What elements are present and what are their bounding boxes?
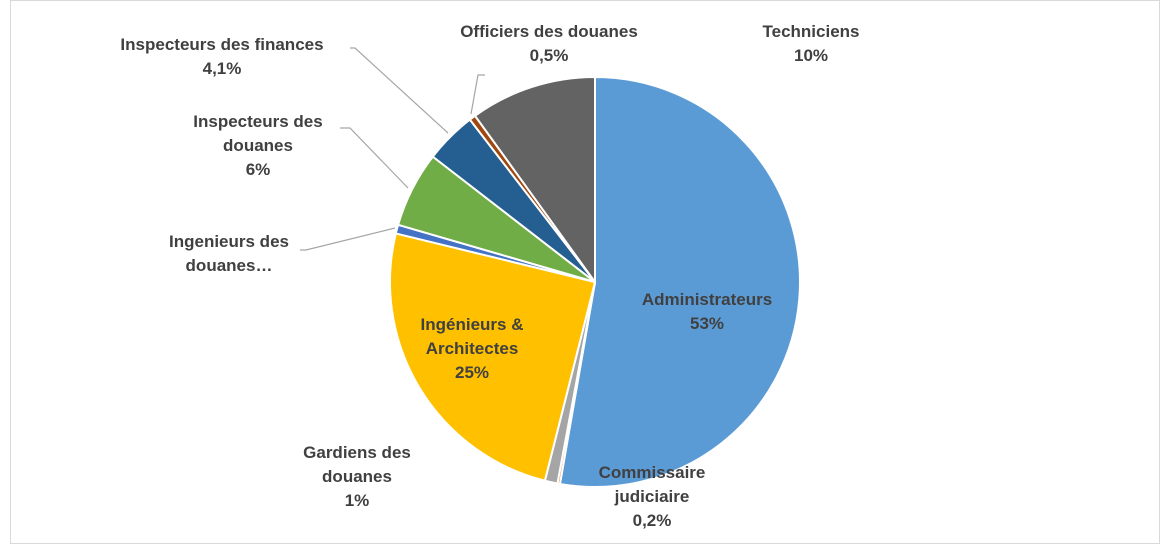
value-label: 4,1% <box>202 59 242 78</box>
slice-label: Administrateurs 53% <box>617 288 797 336</box>
pie-slice <box>473 75 596 286</box>
slice-label: Ingénieurs & Architectes 25% <box>407 313 537 385</box>
chart-frame <box>10 0 1160 544</box>
value-label: 6% <box>245 160 271 179</box>
pie-slice <box>558 75 801 488</box>
slice-label: Inspecteurs des douanes 6% <box>178 110 338 182</box>
value-label: 25% <box>454 363 490 382</box>
category-label: Inspecteurs des douanes <box>193 112 323 155</box>
leader-line <box>300 227 396 251</box>
pie-slice <box>389 232 597 482</box>
category-label: Officiers des douanes <box>460 22 638 41</box>
category-label: Commissaire judiciaire <box>598 463 706 506</box>
leader-lines <box>300 47 485 251</box>
slice-label: Gardiens des douanes 1% <box>297 441 417 513</box>
category-label: Techniciens <box>762 22 860 41</box>
slice-label: Techniciens 10% <box>736 20 886 68</box>
value-label: 10% <box>793 46 829 65</box>
slice-label: Officiers des douanes 0,5% <box>419 20 679 68</box>
leader-line <box>340 127 409 189</box>
category-label: Ingenieurs des douanes… <box>169 232 289 275</box>
slice-label: Commissaire judiciaire 0,2% <box>597 461 707 533</box>
value-label: 0,2% <box>632 511 672 530</box>
leader-line <box>350 47 449 134</box>
category-label: Inspecteurs des finances <box>120 35 324 54</box>
value-label: 1% <box>344 491 370 510</box>
category-label: Gardiens des douanes <box>303 443 411 486</box>
slice-label: Inspecteurs des finances 4,1% <box>92 33 352 81</box>
category-label: Ingénieurs & Architectes <box>420 315 524 358</box>
category-label: Administrateurs <box>641 290 773 309</box>
value-label: 53% <box>689 314 725 333</box>
value-label: 0,5% <box>529 46 569 65</box>
leader-line <box>470 74 485 115</box>
slice-label: Ingenieurs des douanes… <box>149 230 309 278</box>
